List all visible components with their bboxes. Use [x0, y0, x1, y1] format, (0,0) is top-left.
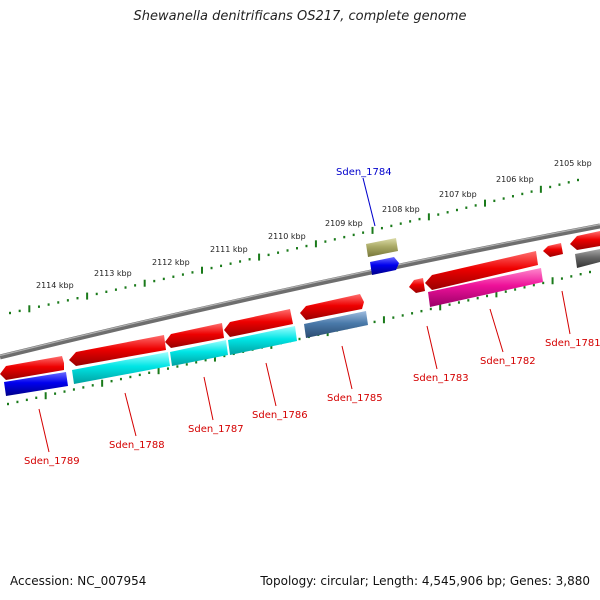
tick-label: 2109 kbp	[325, 219, 363, 228]
tick-label: 2105 kbp	[554, 159, 592, 168]
feature-sden-1785-cds[interactable]	[300, 294, 364, 320]
gene-label-sden-1785[interactable]: Sden_1785	[327, 393, 383, 404]
feature-sden-1786-cds[interactable]	[224, 309, 293, 337]
feature-sden-1781-cds[interactable]	[543, 243, 563, 257]
feature-sden-1787-protein[interactable]	[170, 340, 228, 366]
gene-labels: Sden_1789 Sden_1788 Sden_1787 Sden_1786 …	[24, 167, 600, 467]
gene-label-sden-1783[interactable]: Sden_1783	[413, 373, 469, 384]
feature-sden-1781-next-protein[interactable]	[575, 249, 600, 268]
genome-backbone	[0, 223, 600, 360]
feature-sden-1789-cds[interactable]	[0, 356, 64, 380]
tick-labels: 2114 kbp 2113 kbp 2112 kbp 2111 kbp 2110…	[36, 159, 592, 290]
gene-label-sden-1789[interactable]: Sden_1789	[24, 456, 80, 467]
feature-sden-1783-cds[interactable]	[409, 278, 425, 293]
feature-sden-1788-protein[interactable]	[72, 352, 170, 384]
genome-summary: Topology: circular; Length: 4,545,906 bp…	[260, 574, 590, 588]
feature-sden-1785-protein[interactable]	[304, 311, 368, 338]
feature-sden-1789-protein[interactable]	[4, 372, 68, 396]
gene-label-sden-1784[interactable]: Sden_1784	[336, 167, 392, 178]
feature-sden-1781-next-cds[interactable]	[570, 231, 600, 250]
gene-label-sden-1788[interactable]: Sden_1788	[109, 440, 165, 451]
tick-label: 2114 kbp	[36, 281, 74, 290]
gene-label-sden-1782[interactable]: Sden_1782	[480, 356, 536, 367]
tick-label: 2110 kbp	[268, 232, 306, 241]
tick-label: 2107 kbp	[439, 190, 477, 199]
feature-sden-1782-cds[interactable]	[425, 251, 538, 290]
tick-label: 2113 kbp	[94, 269, 132, 278]
feature-sden-1782-protein[interactable]	[428, 268, 543, 307]
accession-text: Accession: NC_007954	[10, 574, 147, 588]
gene-label-sden-1787[interactable]: Sden_1787	[188, 424, 244, 435]
tick-label: 2111 kbp	[210, 245, 248, 254]
map-title: Shewanella denitrificans OS217, complete…	[133, 9, 467, 24]
feature-sden-1784-protein[interactable]	[370, 257, 399, 275]
feature-sden-1787-cds[interactable]	[165, 323, 224, 348]
tick-label: 2106 kbp	[496, 175, 534, 184]
label-leader-lines	[38, 177, 571, 453]
feature-sden-1788-cds[interactable]	[69, 335, 166, 366]
feature-sden-1786-protein[interactable]	[228, 326, 297, 355]
gene-label-sden-1786[interactable]: Sden_1786	[252, 410, 308, 421]
lower-tick-track	[7, 270, 591, 406]
upper-tick-track	[9, 178, 579, 315]
tick-label: 2108 kbp	[382, 205, 420, 214]
gene-features	[0, 231, 600, 396]
gene-label-sden-1781[interactable]: Sden_1781	[545, 338, 600, 349]
tick-label: 2112 kbp	[152, 258, 190, 267]
feature-sden-1784-cds[interactable]	[366, 238, 398, 257]
